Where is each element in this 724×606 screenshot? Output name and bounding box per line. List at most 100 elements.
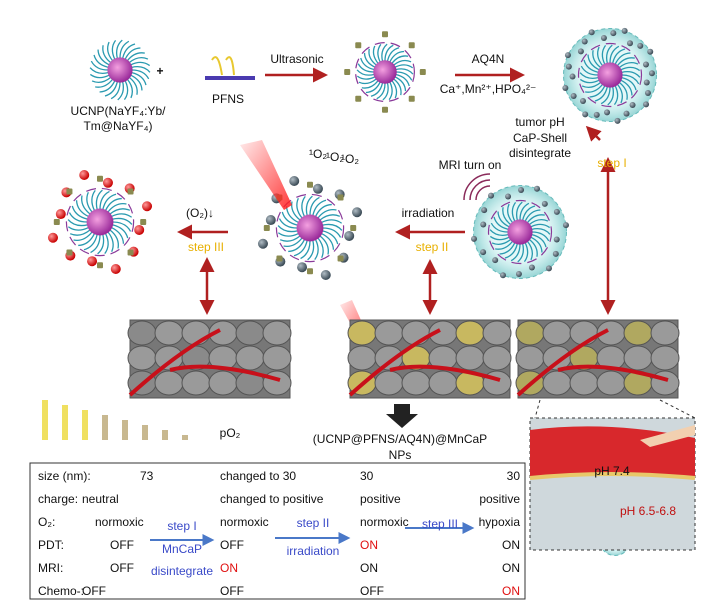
- core: [296, 214, 324, 242]
- ligand: [594, 86, 608, 102]
- ligand: [600, 86, 611, 105]
- ligand: [321, 219, 343, 224]
- ligand: [491, 238, 512, 245]
- ligand: [128, 57, 149, 64]
- cell: [347, 345, 377, 371]
- ligand: [130, 61, 151, 67]
- ligand: [102, 193, 117, 210]
- ligand: [609, 45, 620, 64]
- ligand: [356, 75, 376, 80]
- vessel: [348, 328, 501, 397]
- ligand: [314, 239, 319, 261]
- particle: [593, 111, 600, 118]
- ligand: [97, 234, 105, 255]
- core: [86, 208, 114, 236]
- cell: ON: [360, 561, 378, 575]
- transition-label: disintegrate: [151, 564, 213, 578]
- ligand: [293, 240, 308, 257]
- ligand: [394, 76, 407, 92]
- ligand: [381, 43, 388, 62]
- particle: [553, 236, 560, 243]
- particle: [564, 52, 571, 59]
- ligand: [67, 226, 89, 231]
- particle: [565, 63, 572, 70]
- ligand: [358, 78, 377, 85]
- ligand: [395, 68, 414, 75]
- ligand: [112, 224, 129, 239]
- cell: OFF: [110, 561, 134, 575]
- transition-label: step II: [297, 516, 330, 530]
- ligand: [111, 213, 133, 218]
- ligand: [614, 52, 631, 65]
- row-label: PDT:: [38, 538, 64, 552]
- ligand: [109, 208, 131, 215]
- particle: [102, 177, 113, 188]
- cell: 73: [140, 469, 154, 483]
- particle: [505, 193, 512, 200]
- po2-bar: [162, 430, 168, 440]
- ligand: [495, 240, 514, 250]
- cell: OFF: [220, 584, 244, 598]
- particle: [110, 264, 121, 275]
- ligand: [281, 211, 298, 226]
- cell: [623, 345, 653, 371]
- ligand: [296, 197, 303, 219]
- drug: [97, 175, 103, 182]
- label: Ca⁺,Mn²⁺,HPO₄²⁻: [440, 82, 537, 96]
- ligand: [278, 218, 298, 229]
- nanoparticle: [562, 27, 657, 124]
- particle: [629, 101, 636, 108]
- transition-label: irradiation: [287, 544, 340, 558]
- particle: [312, 183, 323, 194]
- ligand: [104, 197, 122, 211]
- ligand: [395, 73, 410, 87]
- particle: [344, 230, 355, 241]
- cell: [127, 320, 157, 346]
- cell: [455, 320, 485, 346]
- ligand: [528, 219, 549, 226]
- drug: [355, 95, 362, 102]
- ligand: [361, 80, 379, 89]
- cell: [154, 370, 184, 396]
- drug: [66, 188, 73, 195]
- particle: [545, 265, 552, 272]
- cell: [208, 370, 238, 396]
- ligand: [524, 209, 541, 222]
- ligand: [382, 82, 389, 101]
- label: irradiation: [402, 206, 455, 220]
- label: step I: [597, 156, 626, 170]
- laser: [240, 140, 292, 210]
- row-label: size (nm):: [38, 469, 91, 483]
- po2-bar: [182, 435, 188, 440]
- label: CaP-Shell: [513, 131, 567, 145]
- ligand: [107, 203, 127, 213]
- ligand: [317, 237, 324, 259]
- cell: [347, 320, 377, 346]
- ligand: [131, 69, 150, 80]
- ligand: [312, 199, 327, 216]
- ligand: [370, 82, 384, 97]
- ligand: [530, 223, 551, 229]
- cell: changed to 30: [220, 469, 296, 483]
- ligand: [621, 77, 637, 91]
- ligand: [526, 214, 545, 224]
- cell: ON: [502, 538, 520, 552]
- particle: [648, 70, 655, 77]
- ligand: [583, 59, 599, 73]
- ligand: [579, 78, 600, 84]
- ligand: [618, 81, 628, 100]
- drug: [127, 249, 134, 256]
- cell: [262, 345, 292, 371]
- ligand: [388, 81, 393, 101]
- particle: [614, 117, 621, 124]
- particle: [562, 222, 569, 229]
- transition-label: MnCaP: [162, 542, 202, 556]
- mri-wave: [469, 179, 491, 201]
- particle: [553, 208, 560, 215]
- particle: [552, 250, 559, 257]
- ligand: [372, 45, 379, 64]
- cell: positive: [360, 492, 401, 506]
- ligand: [489, 235, 510, 241]
- ligand: [386, 47, 400, 62]
- ligand: [528, 238, 538, 257]
